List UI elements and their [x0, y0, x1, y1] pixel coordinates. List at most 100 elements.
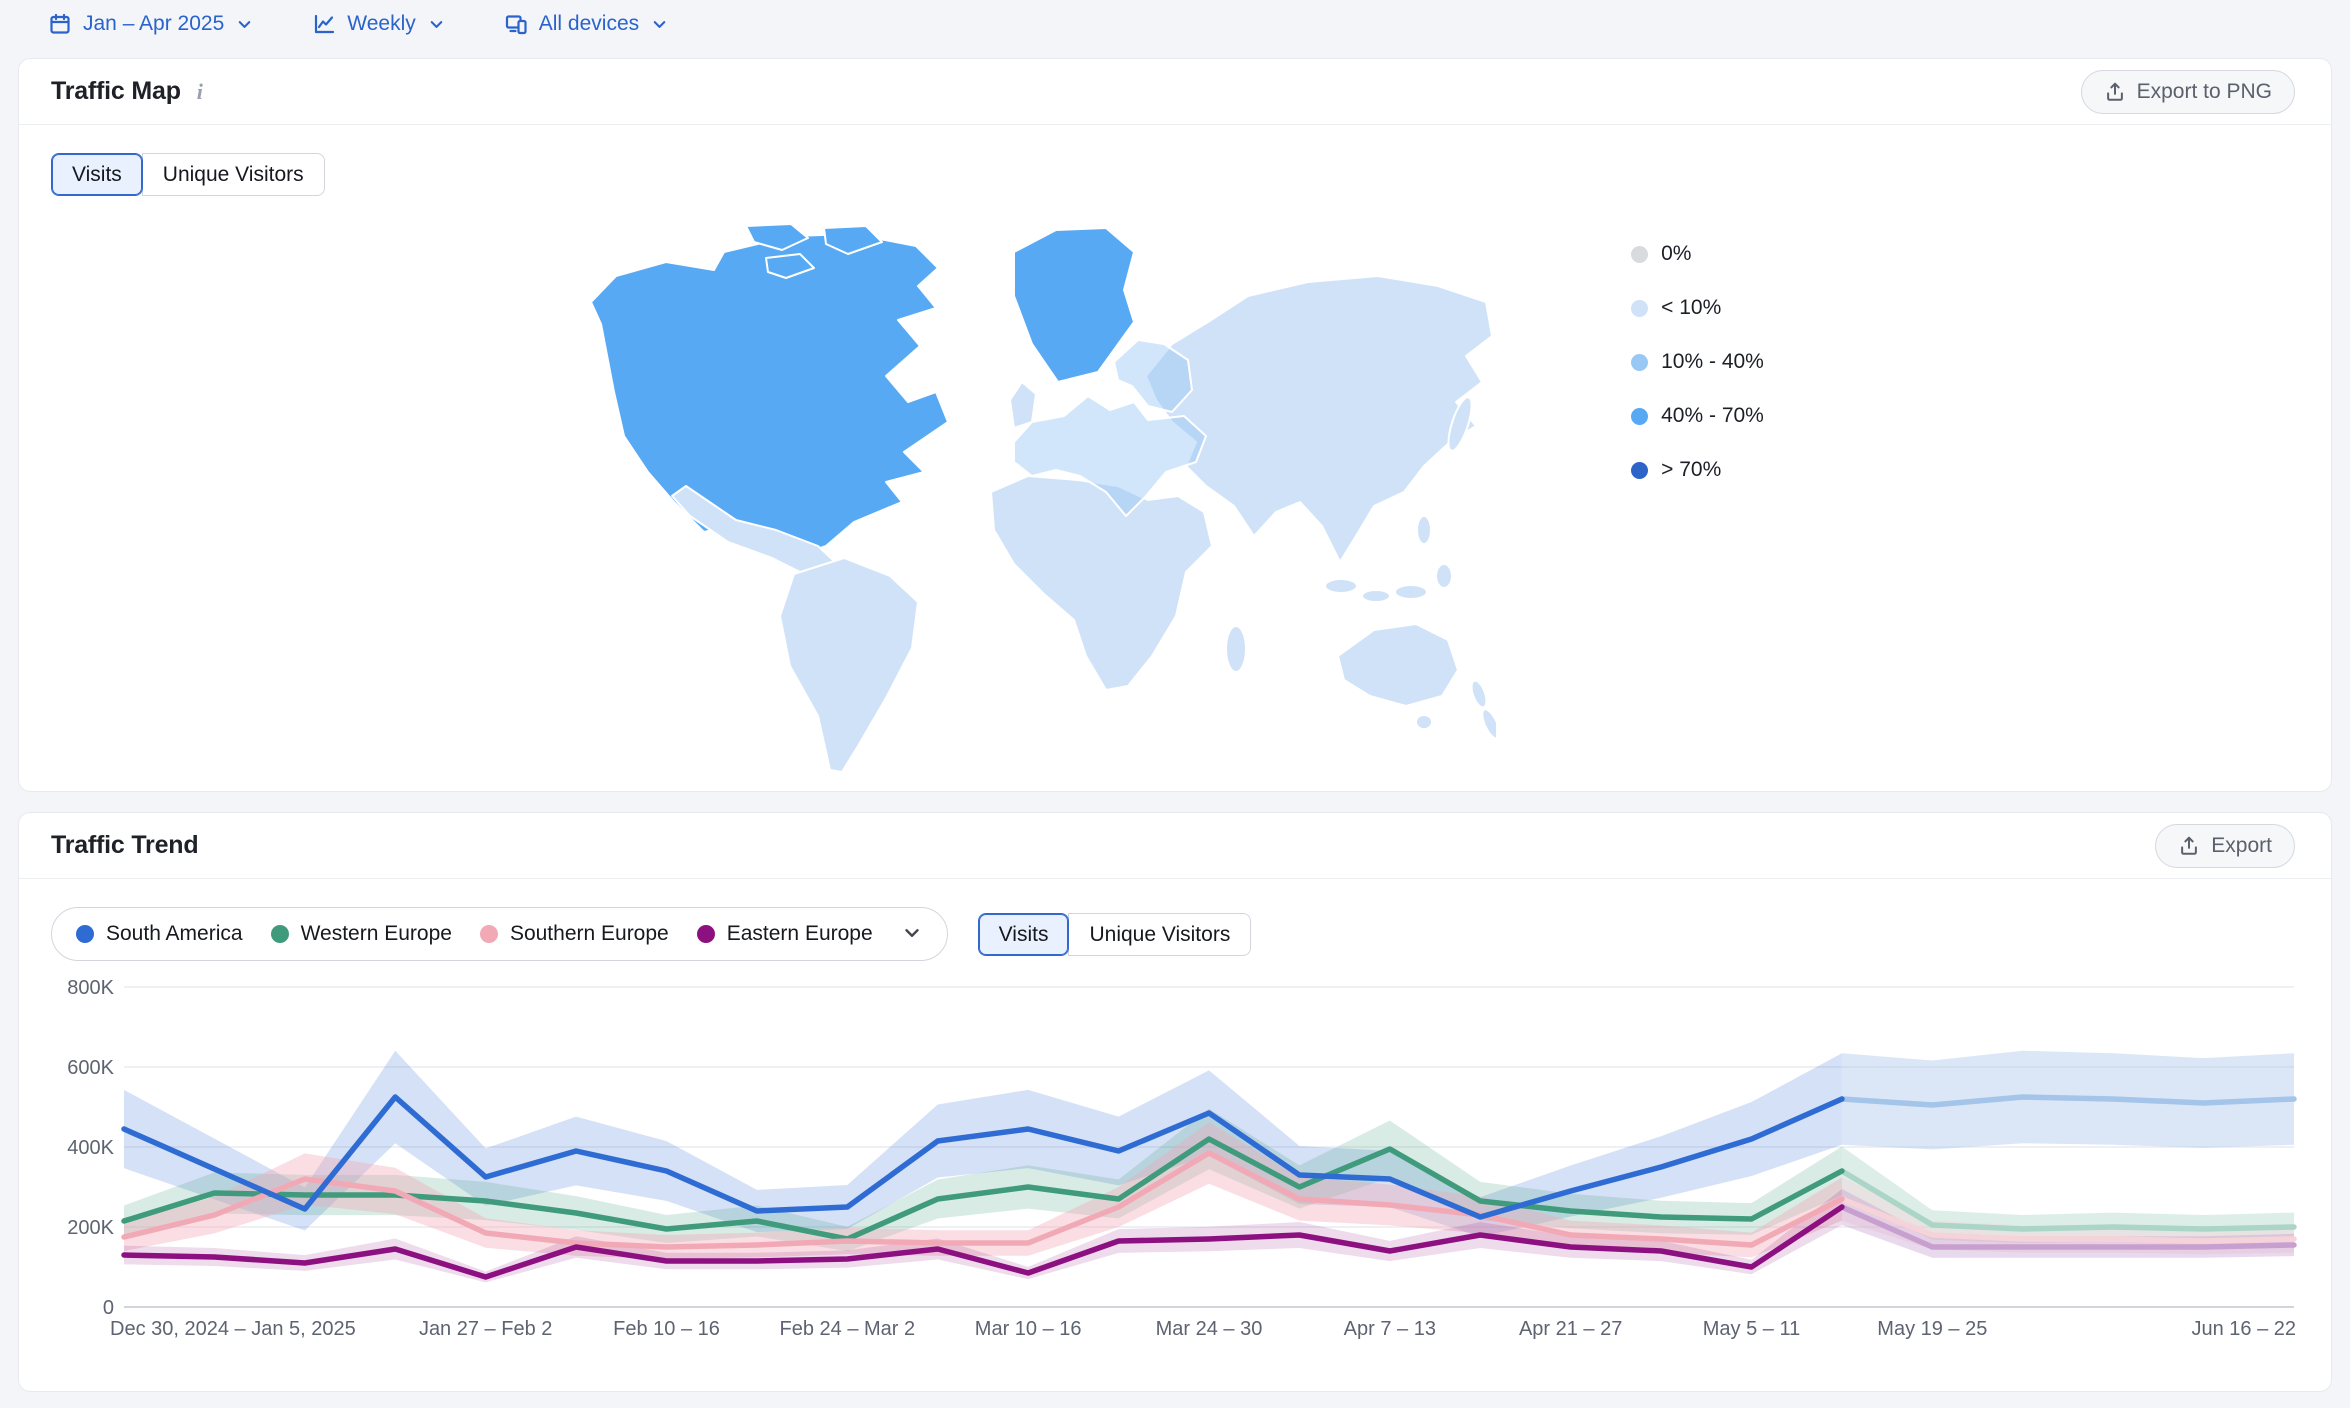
x-tick-label: Mar 24 – 30: [1156, 1318, 1263, 1340]
series-selector-item: Eastern Europe: [696, 922, 873, 946]
legend-dot-icon: [1631, 461, 1649, 479]
devices-dropdown[interactable]: All devices: [504, 12, 669, 36]
world-map[interactable]: [586, 224, 1497, 774]
granularity-dropdown[interactable]: Weekly: [312, 12, 445, 36]
export-to-png-label: Export to PNG: [2136, 79, 2272, 103]
traffic-map-card: Traffic Map i Export to PNG Visits Uniqu…: [18, 58, 2332, 792]
granularity-label: Weekly: [347, 12, 416, 35]
map-region-australia: [1337, 623, 1460, 707]
legend-label: > 70%: [1661, 458, 1722, 481]
trend-toggle-unique-visitors[interactable]: Unique Visitors: [1068, 912, 1252, 956]
map-region-south-america: [779, 557, 920, 773]
x-tick-label: Jun 16 – 22: [2191, 1318, 2296, 1340]
traffic-trend-chart[interactable]: 0 200K 400K 600K 800K Dec 30, 2024 – Jan 5, 2…: [51, 977, 2299, 1357]
map-legend-item: < 10%: [1631, 296, 1764, 320]
x-tick-label: Feb 24 – Mar 2: [780, 1318, 916, 1340]
x-tick-label: May 19 – 25: [1877, 1318, 1987, 1340]
line-chart-icon: [312, 12, 336, 36]
series-label: South America: [106, 922, 243, 945]
series-label: Eastern Europe: [726, 922, 873, 945]
legend-label: 10% - 40%: [1661, 350, 1764, 373]
map-toggle-visits[interactable]: Visits: [51, 153, 143, 196]
export-label: Export: [2211, 833, 2272, 857]
forecast-line: [1839, 1094, 2297, 1108]
map-view-toggle: Visits Unique Visitors: [51, 153, 325, 196]
forecast-line: [1839, 1196, 2297, 1244]
legend-dot-icon: [1631, 407, 1649, 425]
map-toggle-unique-visitors[interactable]: Unique Visitors: [141, 153, 325, 196]
export-upload-icon: [2104, 81, 2126, 103]
forecast-band: [1841, 1146, 2294, 1244]
x-tick-label: May 5 – 11: [1703, 1318, 1800, 1340]
chevron-down-icon: [235, 15, 254, 34]
series-line: [121, 1150, 1845, 1250]
confidence-band: [124, 1189, 1842, 1283]
map-region-new-zealand: [1470, 679, 1488, 709]
traffic-map-title: Traffic Map: [51, 77, 181, 105]
traffic-trend-title: Traffic Trend: [51, 831, 199, 859]
series-dot-icon: [696, 925, 715, 943]
forecast-line: [1839, 1204, 2297, 1250]
y-tick-label: 400K: [67, 1137, 114, 1159]
x-tick-label: Dec 30, 2024 – Jan 5, 2025: [110, 1318, 356, 1340]
x-tick-label: Apr 7 – 13: [1344, 1318, 1436, 1340]
legend-label: 40% - 70%: [1661, 404, 1764, 427]
map-region-uk: [1009, 381, 1038, 429]
chevron-down-icon: [650, 15, 669, 34]
info-icon[interactable]: i: [196, 79, 203, 104]
series-label: Southern Europe: [509, 922, 669, 945]
map-region-scandinavia: [1113, 339, 1194, 413]
traffic-trend-card: Traffic Trend Export South America Wester…: [18, 812, 2332, 1392]
map-region-japan: [1447, 396, 1473, 452]
map-region-africa: [990, 475, 1214, 691]
map-legend-item: 10% - 40%: [1631, 350, 1764, 374]
export-to-png-button[interactable]: Export to PNG: [2080, 69, 2295, 114]
traffic-trend-header: Traffic Trend Export: [19, 813, 2331, 879]
y-tick-label: 200K: [67, 1217, 114, 1239]
chevron-down-icon: [427, 15, 446, 34]
series-selector[interactable]: South America Western Europe Southern Euro…: [51, 907, 948, 961]
legend-dot-icon: [1631, 353, 1649, 371]
map-legend-item: 40% - 70%: [1631, 404, 1764, 428]
trend-view-toggle: Visits Unique Visitors: [977, 912, 1252, 956]
date-range-dropdown[interactable]: Jan – Apr 2025: [48, 12, 254, 36]
legend-dot-icon: [1631, 245, 1649, 263]
series-line: [121, 1094, 1845, 1220]
series-selector-item: Southern Europe: [479, 922, 669, 946]
traffic-map-header: Traffic Map i Export to PNG: [19, 59, 2331, 125]
map-region-madagascar: [1225, 625, 1248, 673]
series-selector-item: South America: [76, 922, 243, 946]
legend-dot-icon: [1631, 299, 1649, 317]
date-range-label: Jan – Apr 2025: [83, 12, 225, 35]
y-tick-label: 0: [103, 1297, 114, 1319]
series-dot-icon: [270, 925, 289, 943]
series-selector-item: Western Europe: [270, 922, 452, 946]
export-button[interactable]: Export: [2155, 823, 2295, 868]
map-region-north-america: [590, 233, 950, 555]
filter-bar: Jan – Apr 2025 Weekly All: [0, 0, 2350, 44]
chevron-down-icon: [901, 922, 923, 947]
map-region-europe: [1013, 395, 1208, 517]
export-upload-icon: [2178, 835, 2200, 857]
trend-toggle-visits[interactable]: Visits: [977, 912, 1070, 956]
devices-label: All devices: [538, 12, 640, 35]
legend-label: 0%: [1661, 242, 1692, 265]
forecast-line: [1839, 1168, 2297, 1232]
map-legend-item: > 70%: [1631, 458, 1764, 482]
x-tick-label: Apr 21 – 27: [1519, 1318, 1622, 1340]
series-dot-icon: [76, 925, 94, 943]
map-region-greenland: [1013, 227, 1136, 383]
y-tick-label: 800K: [67, 977, 114, 999]
devices-icon: [504, 12, 528, 36]
x-tick-label: Feb 10 – 16: [613, 1318, 720, 1340]
confidence-band: [124, 1108, 1842, 1252]
map-legend: 0% < 10% 10% - 40% 40% - 70% > 70%: [1631, 242, 1764, 774]
series-line: [121, 1204, 1845, 1280]
confidence-band: [124, 1122, 1842, 1259]
x-tick-label: Mar 10 – 16: [975, 1318, 1082, 1340]
map-region-philippines: [1416, 515, 1433, 545]
calendar-icon: [48, 12, 72, 36]
map-region-asia: [1145, 275, 1494, 563]
map-legend-item: 0%: [1631, 242, 1764, 266]
